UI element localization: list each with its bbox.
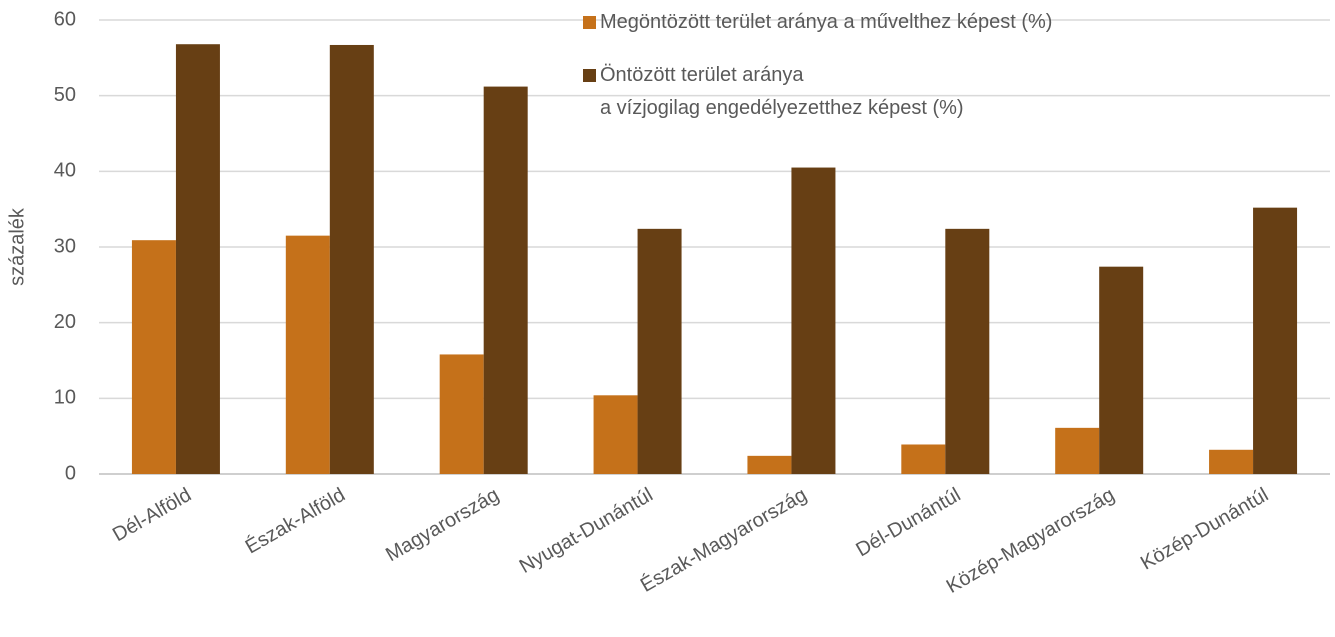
x-tick-label: Dél-Alföld [109, 484, 195, 546]
bar [637, 228, 682, 474]
bar [945, 228, 990, 474]
x-tick-label: Közép-Dunántúl [1137, 484, 1272, 575]
bar [1055, 427, 1100, 474]
bar [175, 44, 220, 475]
x-tick-label: Magyarország [382, 484, 503, 566]
bar [131, 240, 176, 474]
bar [1099, 266, 1144, 474]
y-tick-label: 10 [54, 387, 76, 409]
y-tick-label: 0 [65, 462, 76, 484]
legend-label: Megöntözött terület aránya a művelthez k… [600, 11, 1053, 33]
bar [593, 395, 638, 474]
bar [285, 235, 330, 474]
x-tick-label: Dél-Dunántúl [852, 484, 964, 561]
bar [901, 444, 946, 474]
bar [483, 86, 528, 474]
legend: Megöntözött terület aránya a művelthez k… [583, 6, 1052, 145]
bar [1209, 449, 1254, 474]
legend-label: Öntözött terület aránya a vízjogilag eng… [600, 64, 964, 119]
x-tick-label: Észak-Alföld [241, 483, 349, 558]
legend-swatch [583, 69, 596, 82]
y-tick-label: 30 [54, 235, 76, 257]
bar [1253, 207, 1298, 475]
y-tick-label: 40 [54, 160, 76, 182]
legend-item: Öntözött terület aránya a vízjogilag eng… [583, 59, 1052, 125]
bar [791, 167, 836, 475]
legend-swatch [583, 16, 596, 29]
bar [747, 455, 792, 474]
x-tick-label: Nyugat-Dunántúl [516, 484, 657, 578]
y-tick-label: 20 [54, 311, 76, 333]
y-tick-label: 50 [54, 84, 76, 106]
x-tick-label: Közép-Magyarország [943, 484, 1119, 598]
bar [329, 44, 374, 474]
legend-item: Megöntözött terület aránya a művelthez k… [583, 6, 1052, 39]
y-axis-title: százalék [6, 207, 28, 286]
bar [439, 354, 484, 474]
y-tick-label: 60 [54, 8, 76, 30]
x-tick-label: Észak-Magyarország [636, 483, 810, 597]
